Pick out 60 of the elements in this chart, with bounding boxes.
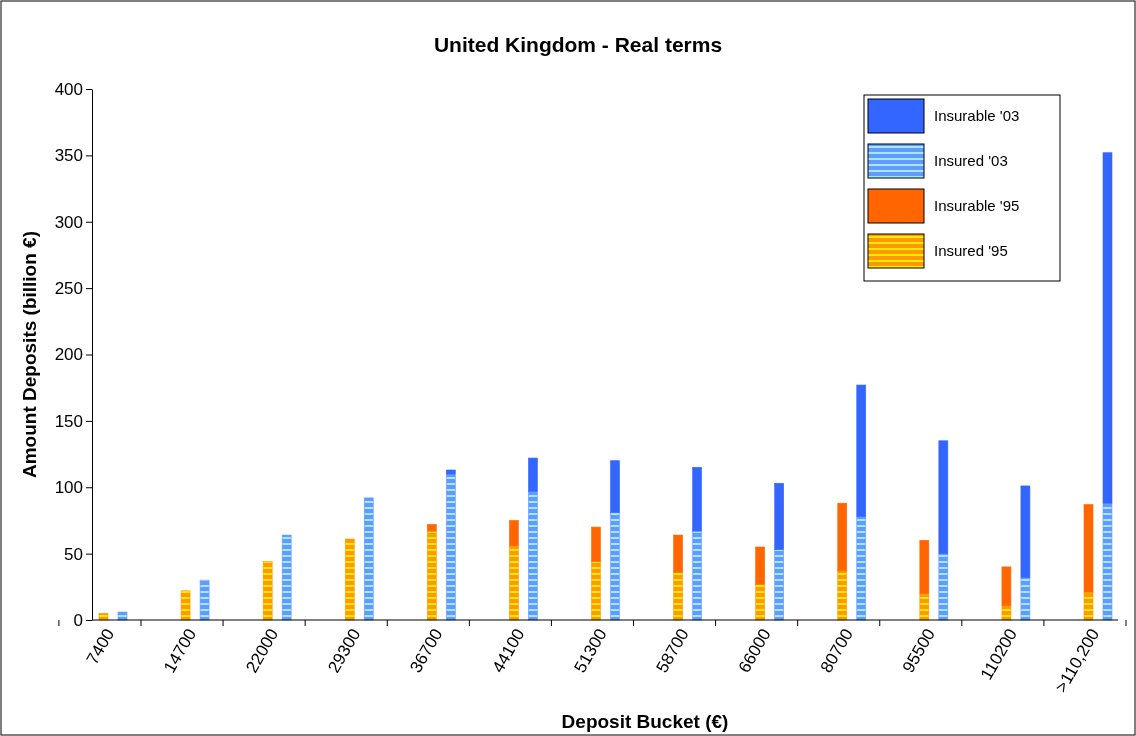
y-tick-label: 400 [54,79,83,99]
bar [774,549,784,621]
bar [610,460,620,513]
bar [673,571,683,621]
y-tick-label: 100 [54,478,83,498]
y-tick-label: 300 [54,212,83,232]
bar [692,467,702,532]
bar [1001,566,1012,606]
bar [1102,502,1113,621]
bar [919,540,930,594]
bar [281,534,292,621]
bar [180,590,191,621]
bar [1020,577,1031,621]
bar [938,440,949,554]
bar [1102,152,1113,504]
y-axis-title: Amount Deposits (billion €) [19,231,40,478]
bar [673,534,683,573]
y-tick-label: 150 [54,411,83,431]
bar [528,457,538,492]
bar [837,570,848,621]
bar [856,516,867,621]
bar [528,490,538,621]
bar [1083,591,1094,621]
y-tick-label: 200 [54,345,83,365]
bar [837,502,848,572]
bar [1083,504,1094,593]
y-tick-label: 350 [54,146,83,166]
bar [692,530,702,621]
legend-label: Insurable '03 [934,107,1020,125]
bar [98,613,109,621]
bar [591,561,601,621]
bar [117,611,128,621]
bar [856,384,867,517]
bar [446,473,456,621]
bar [755,546,765,585]
y-tick-label: 50 [64,544,83,564]
legend-label: Insured '95 [934,242,1008,260]
bar [363,497,374,621]
chart-title: United Kingdom - Real terms [433,33,723,56]
bar [774,482,784,550]
bar [938,553,949,621]
legend-label: Insurable '95 [934,197,1020,215]
bar [509,520,519,546]
bar [427,530,437,621]
y-tick-label: 250 [54,279,83,299]
bar [262,561,273,621]
x-axis-title: Deposit Bucket (€) [561,711,729,732]
bar [591,526,601,562]
bar [610,512,620,621]
bar [1020,485,1031,578]
bar [755,583,765,621]
bar [427,524,437,532]
bar [1001,605,1012,621]
bar [919,593,930,621]
y-tick-label: 0 [73,610,83,630]
bar [446,469,456,475]
bar [199,579,210,621]
bar [509,545,519,621]
legend-label: Insured '03 [934,152,1008,170]
bar [344,538,355,621]
